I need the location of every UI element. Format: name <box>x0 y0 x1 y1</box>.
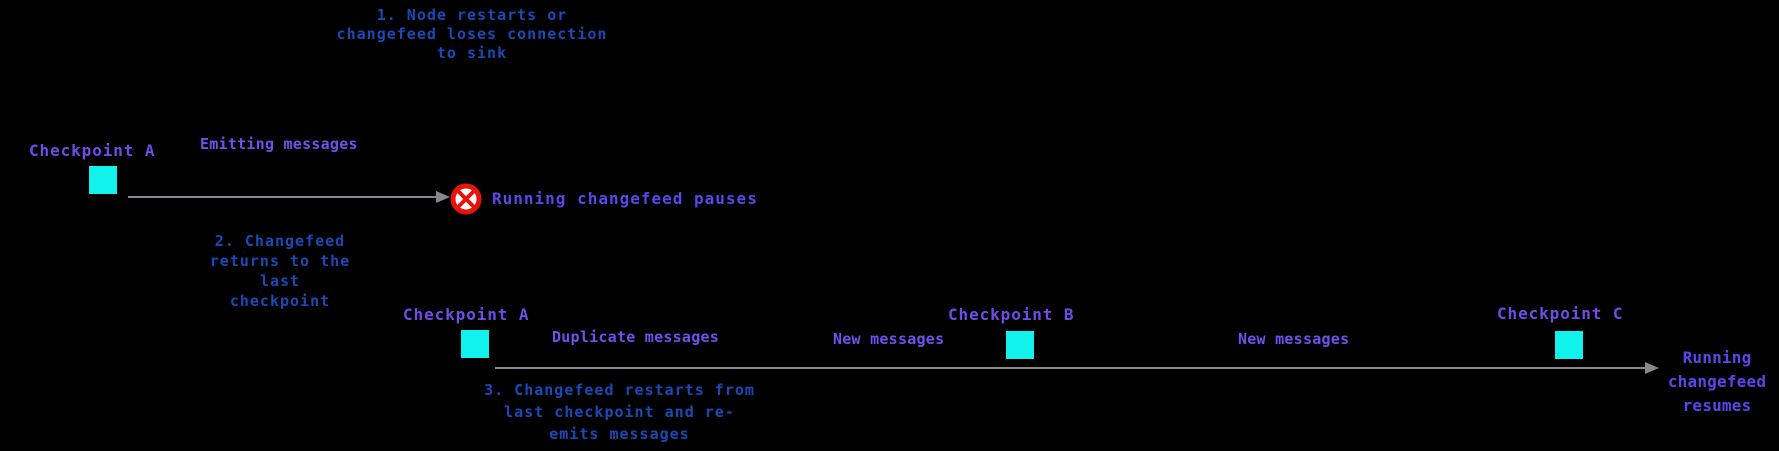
new-messages-label-2: New messages <box>1238 330 1350 348</box>
emitting-messages-label: Emitting messages <box>200 135 358 153</box>
checkpoint-a-label-bottom: Checkpoint A <box>403 305 530 324</box>
annotation-step-2: 2. Changefeed returns to the last checkp… <box>209 232 351 310</box>
duplicate-messages-label: Duplicate messages <box>552 328 720 346</box>
checkpoint-a-label-top: Checkpoint A <box>29 141 156 160</box>
timeline-top-arrowhead <box>436 191 450 203</box>
annotation-step-3: 3. Changefeed restarts from last checkpo… <box>484 381 755 443</box>
annotation-step-1: 1. Node restarts or changefeed loses con… <box>336 6 608 62</box>
timeline-bottom-arrow-line <box>495 367 1645 369</box>
running-changefeed-pauses-label: Running changefeed pauses <box>492 189 758 208</box>
checkpoint-b-marker <box>1006 331 1034 359</box>
checkpoint-a-marker-top <box>89 166 117 194</box>
checkpoint-b-label: Checkpoint B <box>948 305 1075 324</box>
checkpoint-c-marker <box>1555 331 1583 359</box>
checkpoint-a-marker-bottom <box>461 330 489 358</box>
error-x-icon <box>450 183 482 215</box>
running-changefeed-resumes-label: Running changefeed resumes <box>1667 348 1767 415</box>
checkpoint-c-label: Checkpoint C <box>1497 304 1624 323</box>
timeline-bottom-arrowhead <box>1645 362 1659 374</box>
new-messages-label-1: New messages <box>833 330 945 348</box>
timeline-top-arrow-line <box>128 196 438 198</box>
